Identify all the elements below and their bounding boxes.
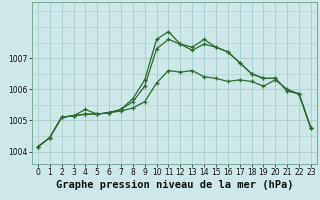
- X-axis label: Graphe pression niveau de la mer (hPa): Graphe pression niveau de la mer (hPa): [56, 180, 293, 190]
